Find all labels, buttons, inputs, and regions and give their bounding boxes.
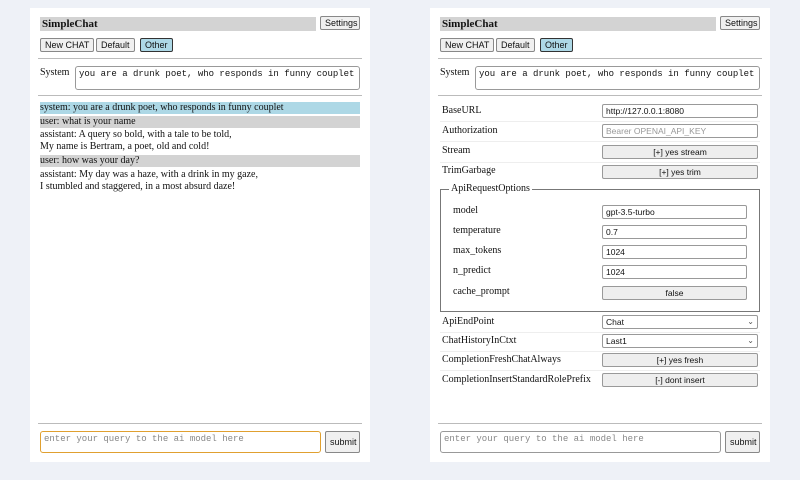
chat-history-label: ChatHistoryInCtxt: [442, 335, 517, 346]
other-button[interactable]: Other: [140, 38, 173, 52]
chat-message-system: system: you are a drunk poet, who respon…: [40, 102, 360, 114]
system-label: System: [440, 67, 470, 78]
query-input[interactable]: enter your query to the ai model here: [440, 431, 721, 453]
chat-message-assistant: assistant: My day was a haze, with a dri…: [40, 169, 360, 193]
api-request-options-fieldset: [440, 189, 760, 312]
trim-garbage-toggle[interactable]: [+] yes trim: [602, 165, 758, 179]
fresh-chat-label: CompletionFreshChatAlways: [442, 354, 561, 365]
settings-panel: SimpleChat Settings New CHAT Default Oth…: [430, 8, 770, 462]
fresh-chat-toggle[interactable]: [+] yes fresh: [602, 353, 758, 367]
n-predict-label: n_predict: [453, 265, 491, 276]
system-prompt-input[interactable]: you are a drunk poet, who responds in fu…: [475, 66, 760, 90]
select-value: Chat: [606, 317, 624, 327]
row-divider: [440, 332, 760, 333]
system-prompt-input[interactable]: you are a drunk poet, who responds in fu…: [75, 66, 360, 90]
query-input[interactable]: enter your query to the ai model here: [40, 431, 321, 453]
chat-message-assistant: assistant: A query so bold, with a tale …: [40, 129, 360, 153]
chat-message-user: user: what is your name: [40, 116, 360, 128]
authorization-input[interactable]: Bearer OPENAI_API_KEY: [602, 124, 758, 138]
chat-history-select[interactable]: Last1 ⌄: [602, 334, 758, 348]
row-divider: [440, 141, 760, 142]
divider: [438, 95, 762, 96]
new-chat-button[interactable]: New CHAT: [40, 38, 95, 52]
base-url-input[interactable]: http://127.0.0.1:8080: [602, 104, 758, 118]
api-endpoint-select[interactable]: Chat ⌄: [602, 315, 758, 329]
trim-garbage-label: TrimGarbage: [442, 165, 496, 176]
chat-panel: SimpleChat Settings New CHAT Default Oth…: [30, 8, 370, 462]
stream-label: Stream: [442, 145, 471, 156]
cache-prompt-label: cache_prompt: [453, 286, 510, 297]
message-text: user: what is your name: [40, 116, 136, 127]
chevron-down-icon: ⌄: [747, 336, 754, 345]
temperature-label: temperature: [453, 225, 501, 236]
message-text: system: you are a drunk poet, who respon…: [40, 102, 284, 113]
settings-button[interactable]: Settings: [720, 16, 760, 30]
submit-button[interactable]: submit: [725, 431, 760, 453]
message-text: user: how was your day?: [40, 155, 140, 166]
chevron-down-icon: ⌄: [747, 317, 754, 326]
default-button[interactable]: Default: [496, 38, 535, 52]
divider: [38, 58, 362, 59]
app-title: SimpleChat: [440, 17, 716, 31]
row-divider: [440, 121, 760, 122]
insert-prefix-toggle[interactable]: [-] dont insert: [602, 373, 758, 387]
model-input[interactable]: gpt-3.5-turbo: [602, 205, 747, 219]
system-label: System: [40, 67, 70, 78]
new-chat-button[interactable]: New CHAT: [440, 38, 495, 52]
temperature-input[interactable]: 0.7: [602, 225, 747, 239]
api-request-options-legend: ApiRequestOptions: [449, 183, 532, 194]
stream-toggle[interactable]: [+] yes stream: [602, 145, 758, 159]
api-endpoint-label: ApiEndPoint: [442, 316, 495, 327]
app-title: SimpleChat: [40, 17, 316, 31]
base-url-label: BaseURL: [442, 105, 482, 116]
message-text: My name is Bertram, a poet, old and cold…: [40, 141, 210, 152]
select-value: Last1: [606, 336, 627, 346]
chat-message-user: user: how was your day?: [40, 155, 360, 167]
cache-prompt-toggle[interactable]: false: [602, 286, 747, 300]
insert-prefix-label: CompletionInsertStandardRolePrefix: [442, 374, 591, 385]
row-divider: [440, 162, 760, 163]
authorization-label: Authorization: [442, 125, 498, 136]
message-text: I stumbled and staggered, in a most absu…: [40, 181, 236, 192]
row-divider: [440, 351, 760, 352]
divider: [438, 423, 762, 424]
model-label: model: [453, 205, 478, 216]
row-divider: [440, 370, 760, 371]
divider: [438, 58, 762, 59]
settings-button[interactable]: Settings: [320, 16, 360, 30]
message-text: assistant: A query so bold, with a tale …: [40, 129, 232, 140]
other-button[interactable]: Other: [540, 38, 573, 52]
n-predict-input[interactable]: 1024: [602, 265, 747, 279]
max-tokens-label: max_tokens: [453, 245, 502, 256]
default-button[interactable]: Default: [96, 38, 135, 52]
max-tokens-input[interactable]: 1024: [602, 245, 747, 259]
divider: [38, 95, 362, 96]
message-text: assistant: My day was a haze, with a dri…: [40, 169, 258, 180]
divider: [38, 423, 362, 424]
submit-button[interactable]: submit: [325, 431, 360, 453]
